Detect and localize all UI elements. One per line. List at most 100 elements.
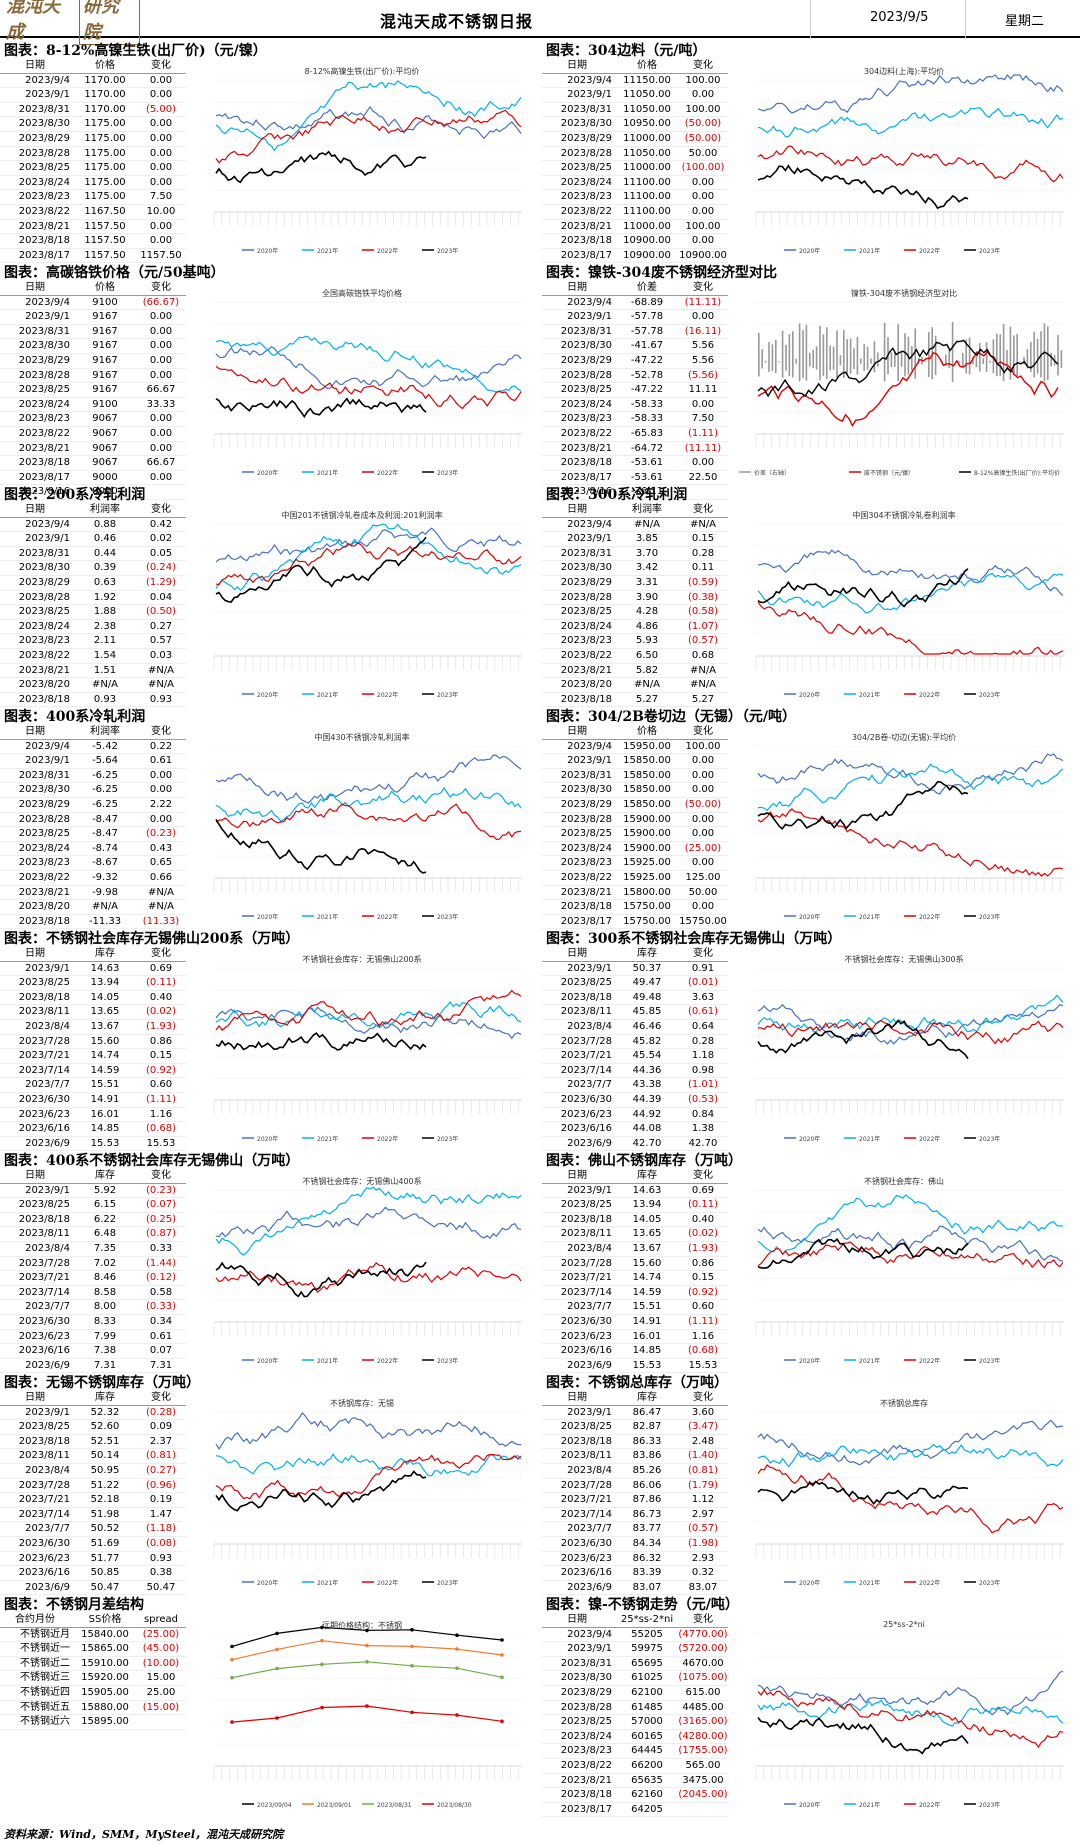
table-cell: 2023/8/31 <box>18 547 70 559</box>
table-cell: 0.60 <box>691 1301 715 1313</box>
column-header: 价格 <box>637 726 657 737</box>
table-cell: 0.00 <box>149 176 173 188</box>
table-cell: (0.38) <box>687 591 719 603</box>
table-cell: 2023/8/22 <box>18 649 70 661</box>
series-line <box>757 808 1064 877</box>
table-cell: 2023/8/29 <box>18 798 70 810</box>
table-cell: 2023/8/21 <box>560 886 612 898</box>
table-cell: (3165.00) <box>678 1716 728 1728</box>
data-table: 日期 价格 变化 2023/9/4 1170.00 0.00 2023/9/1 1170.00… <box>0 59 186 264</box>
table-cell: 0.15 <box>149 1050 173 1062</box>
series-line <box>215 335 522 393</box>
table-cell: 50.47 <box>90 1581 120 1593</box>
spread-bar <box>1016 333 1018 377</box>
table-cell: 0.09 <box>149 1421 173 1433</box>
table-row: 2023/8/18 -11.33 (11.33) <box>0 915 186 930</box>
legend-label: 2021年 <box>859 1579 880 1587</box>
data-table: 日期 价差 变化 2023/9/4 -68.89 (11.11) 2023/9/1 -57.7… <box>542 281 728 500</box>
table-row: 2023/8/24 1175.00 0.00 <box>0 176 186 191</box>
table-cell: 0.00 <box>149 162 173 174</box>
table-row: 2023/8/16 -76.11 <box>542 485 728 500</box>
table-cell: 2023/6/23 <box>560 1330 612 1342</box>
spread-bar <box>1013 335 1015 376</box>
table-cell: 2023/7/14 <box>18 1064 70 1076</box>
table-cell: 7.31 <box>149 1359 173 1371</box>
table-row: 2023/8/22 1167.50 10.00 <box>0 205 186 220</box>
panel-title: 图表：不锈钢月差结构 <box>4 1597 144 1613</box>
table-cell: 7.38 <box>93 1345 117 1357</box>
table-cell: -8.67 <box>92 857 118 869</box>
table-cell: 15.53 <box>146 1137 176 1149</box>
table-cell: 51.22 <box>90 1479 120 1491</box>
table-row: 2023/9/1 -57.78 0.00 <box>542 310 728 325</box>
spread-bar <box>996 333 998 377</box>
table-cell: 15.60 <box>90 1035 120 1047</box>
legend-label: 2021年 <box>859 1357 880 1365</box>
trend-chart: 中国430不锈钢冷轧利润率 2020年 2021年 2022年 2023年 <box>192 726 532 926</box>
table-cell: 1175.00 <box>84 176 126 188</box>
table-cell: 2023/9/1 <box>25 755 70 767</box>
table-cell: 65695 <box>631 1657 663 1669</box>
table-cell: 0.88 <box>93 518 117 530</box>
panel-9: 图表：300系不锈钢社会库存无锡佛山（万吨） 日期 库存 变化 2023/9/1 50.3… <box>542 928 1080 1152</box>
spread-bar <box>1023 356 1025 365</box>
column-header: 变化 <box>693 282 713 293</box>
table-cell: 33.33 <box>146 398 176 410</box>
spread-bar <box>975 351 978 368</box>
table-cell: 2023/8/11 <box>560 1450 612 1462</box>
table-cell: 0.19 <box>149 1494 173 1506</box>
table-cell: (11.11) <box>684 296 722 308</box>
spread-bar <box>805 324 808 381</box>
table-cell: (0.23) <box>145 1184 177 1196</box>
table-row: 2023/8/18 -53.61 0.00 <box>542 456 728 471</box>
table-row: 2023/8/28 1.92 0.04 <box>0 591 186 606</box>
table-row: 2023/9/4 11150.00 100.00 <box>542 74 728 89</box>
series-point <box>365 1643 369 1648</box>
table-cell: 0.65 <box>149 857 173 869</box>
table-cell: 2023/8/4 <box>25 1242 70 1254</box>
table-cell: 87.86 <box>632 1494 662 1506</box>
table-cell: 2023/6/30 <box>18 1315 70 1327</box>
table-cell: 2023/8/18 <box>560 457 612 469</box>
legend-label: 2023年 <box>437 913 458 921</box>
table-cell: 0.27 <box>149 620 173 632</box>
table-cell: 50.00 <box>688 886 718 898</box>
table-cell: 2023/8/29 <box>18 576 70 588</box>
chart-plot: 2020年 2021年 2022年 2023年 <box>755 73 1064 255</box>
series-point <box>230 1675 234 1680</box>
table-cell: 0.00 <box>149 147 173 159</box>
table-cell: 2023/8/18 <box>18 1435 70 1447</box>
table-cell: (25.00) <box>684 842 722 854</box>
table-cell: 65635 <box>631 1774 663 1786</box>
legend-label: 2022年 <box>377 1579 398 1587</box>
table-cell: 2023/8/28 <box>560 1701 612 1713</box>
panel-14: 图表：不锈钢月差结构 合约月份 SS价格 spread 不锈钢近月 15840.00 (25… <box>0 1594 540 1816</box>
table-cell: 2023/8/11 <box>18 1228 70 1240</box>
table-cell: 2023/9/4 <box>567 518 612 530</box>
table-cell: 2023/6/30 <box>18 1537 70 1549</box>
table-row: 2023/8/24 15900.00 (25.00) <box>542 842 728 857</box>
table-cell: 2023/8/30 <box>560 118 612 130</box>
column-header: 价差 <box>637 282 657 293</box>
table-cell: 0.00 <box>149 442 173 454</box>
panel-2: 图表：高碳铬铁价格（元/50基吨） 日期 价格 变化 2023/9/4 9100 (66.6… <box>0 262 540 500</box>
table-cell: 15750.00 <box>623 901 671 913</box>
table-row: 2023/8/25 52.60 0.09 <box>0 1420 186 1435</box>
legend-label: 2023年 <box>979 247 1000 255</box>
table-cell: 不锈钢近四 <box>20 1686 70 1698</box>
table-cell: 2023/9/1 <box>567 1406 612 1418</box>
table-row: 2023/8/29 -47.22 5.56 <box>542 354 728 369</box>
table-row: 2023/8/20 #N/A #N/A <box>0 900 186 915</box>
table-cell: 0.69 <box>691 1184 715 1196</box>
table-row: 2023/8/23 9067 0.00 <box>0 412 186 427</box>
table-cell: 2023/6/16 <box>560 1345 612 1357</box>
table-cell: 5.56 <box>691 354 715 366</box>
legend-label: 2021年 <box>317 691 338 699</box>
table-cell: 2023/8/25 <box>18 384 70 396</box>
table-row: 2023/8/25 15900.00 0.00 <box>542 827 728 842</box>
table-cell: 2023/6/16 <box>18 1345 70 1357</box>
table-cell: (3.47) <box>687 1421 719 1433</box>
series-line <box>215 1412 522 1451</box>
table-cell: 0.66 <box>149 871 173 883</box>
table-row: 2023/7/7 15.51 0.60 <box>0 1078 186 1093</box>
